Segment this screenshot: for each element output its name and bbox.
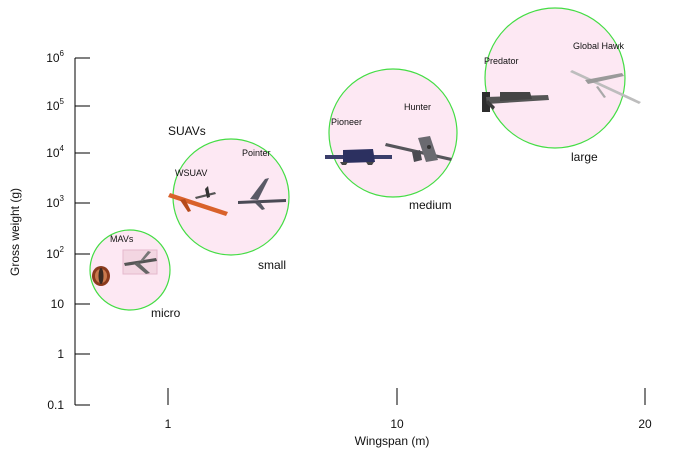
aircraft-label-predator: Predator (484, 56, 519, 66)
aircraft-label-mavs: MAVs (110, 234, 134, 244)
aircraft-label-pioneer: Pioneer (331, 117, 362, 127)
x-axis-title: Wingspan (m) (355, 434, 430, 448)
aircraft-label-hunter: Hunter (404, 102, 431, 112)
aircraft-pictures (92, 70, 641, 286)
hunter-icon (385, 136, 452, 162)
x-tick-label: 1 (165, 417, 172, 431)
aircraft-label-global-hawk: Global Hawk (573, 41, 625, 51)
predator-icon (482, 92, 549, 112)
y-ticks: 0.1 1 10 102 103 104 105 106 (46, 49, 90, 412)
class-label-large: large (571, 150, 598, 164)
class-label-medium: medium (409, 198, 452, 212)
mav-round-icon (92, 266, 110, 286)
axes: 0.1 1 10 102 103 104 105 106 1 10 20 (46, 49, 652, 431)
y-axis-title: Gross weight (g) (8, 188, 22, 276)
pioneer-icon (325, 149, 392, 165)
y-tick-label: 0.1 (47, 398, 64, 412)
class-region-small (172, 138, 290, 256)
y-tick-label: 10 (51, 297, 65, 311)
class-label-small: small (258, 258, 286, 272)
x-tick-label: 10 (390, 417, 404, 431)
x-tick-label: 20 (638, 417, 652, 431)
class-region-medium (328, 68, 458, 198)
pointer-icon (238, 178, 286, 210)
wsuav-icon (168, 186, 228, 216)
y-tick-label: 102 (46, 245, 64, 261)
aircraft-label-pointer: Pointer (242, 148, 271, 158)
y-tick-label: 103 (46, 194, 64, 210)
x-ticks: 1 10 20 (165, 388, 652, 431)
y-tick-label: 106 (46, 49, 64, 65)
mav-plane-icon (122, 249, 158, 275)
aircraft-label-wsuav: WSUAV (175, 168, 207, 178)
class-region-large (484, 7, 626, 149)
group-label-suavs: SUAVs (168, 124, 206, 138)
y-tick-label: 105 (46, 97, 64, 113)
y-tick-label: 104 (46, 144, 64, 160)
global-hawk-icon (570, 70, 641, 104)
class-label-micro: micro (151, 306, 181, 320)
y-tick-label: 1 (57, 347, 64, 361)
class-regions (89, 7, 626, 311)
